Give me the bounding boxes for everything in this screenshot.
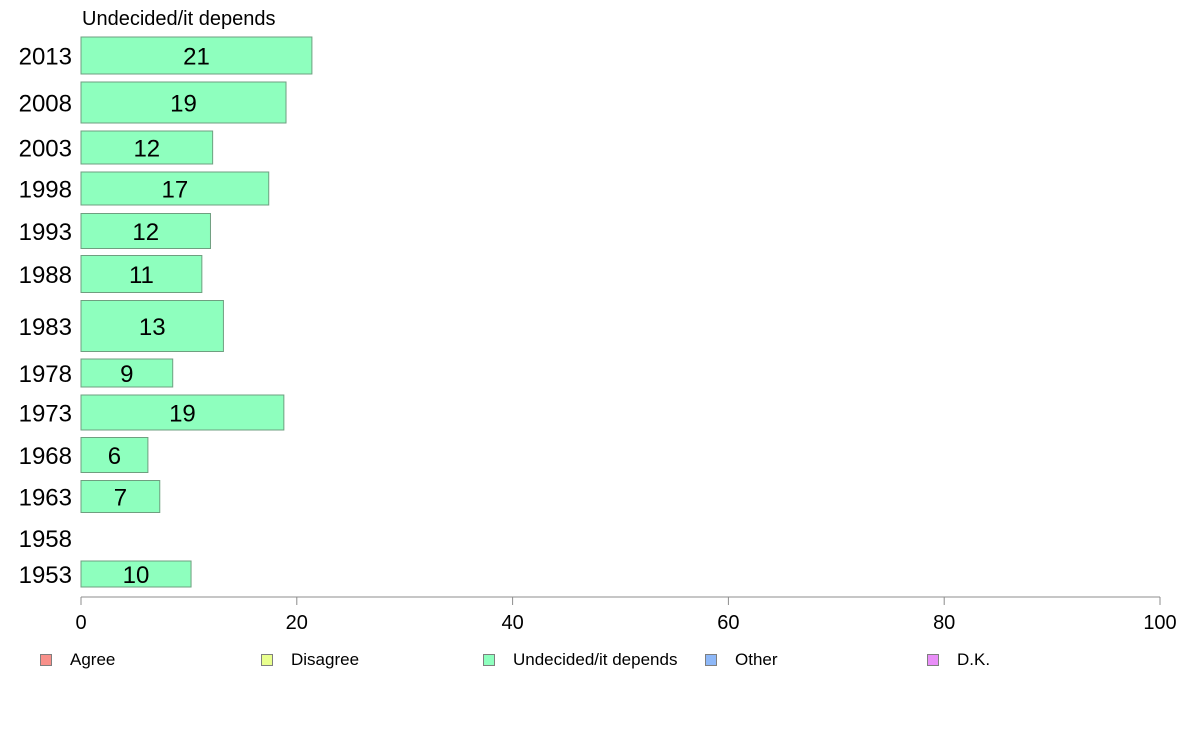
x-tick-label: 0 [75,612,86,634]
data-label: 13 [139,314,166,341]
category-label: 1963 [19,485,72,512]
chart-title: Undecided/it depends [82,8,275,30]
x-tick-label: 60 [717,612,739,634]
data-label: 19 [170,91,197,118]
legend-label: Agree [70,650,116,669]
data-label: 11 [129,262,154,289]
bar [80,437,149,473]
category-label: 2003 [19,136,72,163]
legend-item: D.K. [927,648,990,672]
category-label: 1998 [19,177,72,204]
legend-item: Undecided/it depends [483,648,677,672]
legend-swatch [927,654,939,666]
bar [80,213,211,249]
legend-swatch [705,654,717,666]
bar [80,394,285,431]
data-label: 17 [162,177,189,204]
data-label: 9 [120,361,133,388]
bar [80,255,203,293]
category-label: 1973 [19,401,72,428]
category-label: 1983 [19,314,72,341]
bars-layer: 2013 21 2008 19 2003 12 1998 17 1993 12 1988 11 1983… [19,36,313,589]
bar [80,480,161,513]
legend-label: Disagree [291,650,360,669]
x-axis: 0 20 40 60 80 100 [75,596,1177,634]
bar [80,130,214,165]
category-label: 1968 [19,443,72,470]
category-label: 2008 [19,91,72,118]
data-label: 12 [133,136,160,163]
category-label: 1993 [19,219,72,246]
legend-label: Other [735,650,778,669]
bar [80,358,174,388]
legend-item: Disagree [261,648,359,672]
data-label: 12 [132,219,159,246]
x-tick-label: 20 [286,612,308,634]
legend-swatch [483,654,495,666]
legend-item: Other [705,648,778,672]
legend-item: Agree [40,648,115,672]
category-label: 1958 [19,526,72,553]
bar [80,36,313,75]
bar [80,300,224,352]
data-label: 7 [114,485,127,512]
bar [80,171,270,206]
x-tick-label: 100 [1143,612,1176,634]
category-label: 1953 [19,562,72,589]
category-label: 1978 [19,361,72,388]
category-label: 1988 [19,262,72,289]
legend: Agree Disagree Undecided/it depends Other D.… [0,648,1188,672]
legend-label: D.K. [957,650,991,669]
data-label: 21 [183,44,210,71]
data-label: 10 [123,562,150,589]
legend-swatch [40,654,52,666]
bar [80,560,192,588]
data-label: 6 [108,443,121,470]
x-tick-label: 40 [501,612,523,634]
legend-label: Undecided/it depends [513,650,678,669]
category-label: 2013 [19,44,72,71]
x-tick-label: 80 [933,612,955,634]
legend-swatch [261,654,273,666]
bar [80,81,287,124]
data-label: 19 [169,401,196,428]
